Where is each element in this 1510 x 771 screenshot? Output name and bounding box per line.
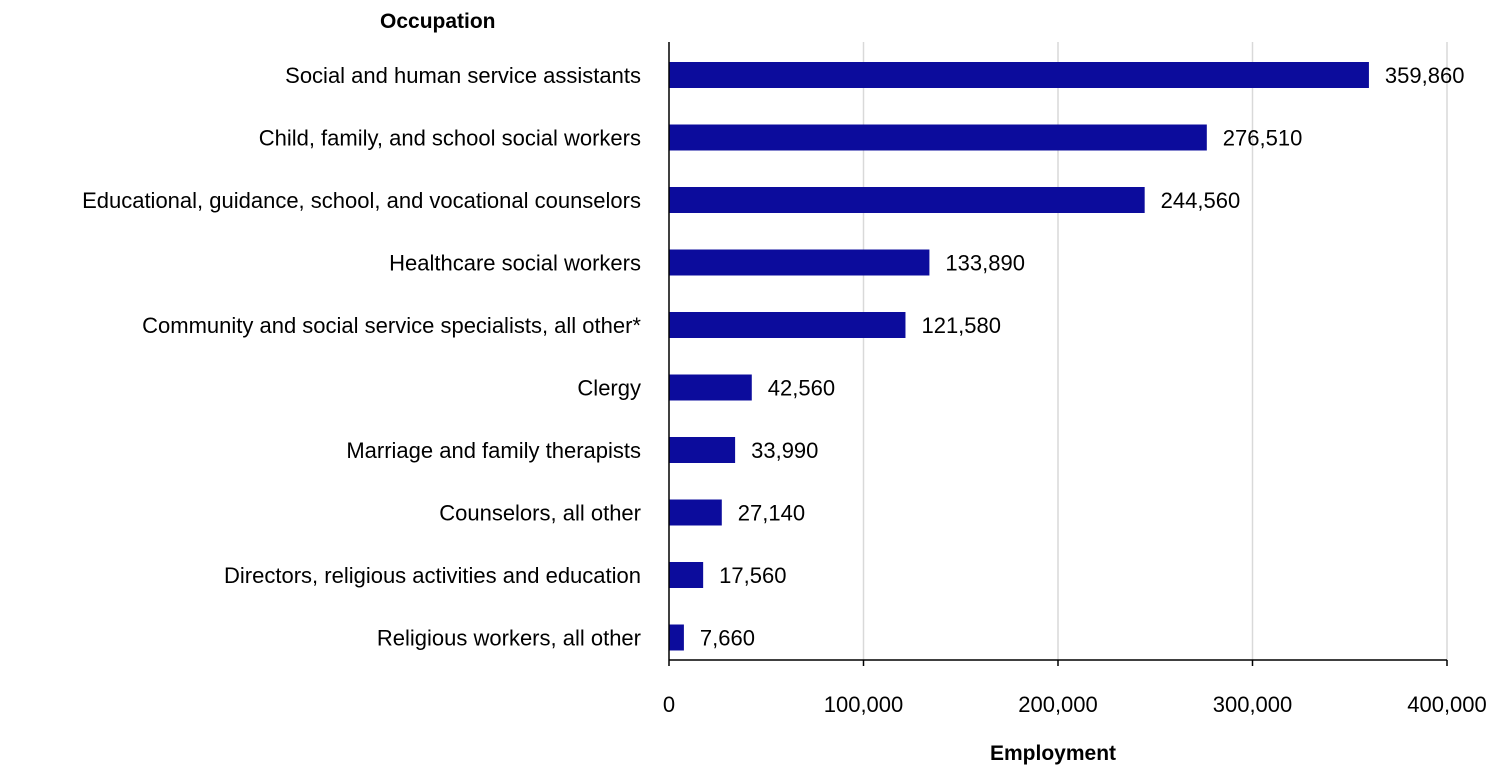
data-label: 7,660 bbox=[700, 626, 755, 651]
category-label: Marriage and family therapists bbox=[346, 438, 641, 463]
data-label: 27,140 bbox=[738, 501, 805, 526]
category-label: Healthcare social workers bbox=[389, 251, 641, 276]
category-label: Community and social service specialists… bbox=[142, 313, 641, 338]
category-label: Counselors, all other bbox=[439, 501, 641, 526]
x-tick-label: 100,000 bbox=[824, 692, 904, 717]
data-label: 121,580 bbox=[921, 313, 1001, 338]
bar bbox=[669, 249, 930, 276]
x-tick-label: 400,000 bbox=[1407, 692, 1487, 717]
axes bbox=[668, 42, 1448, 666]
category-label: Clergy bbox=[577, 376, 641, 401]
bar bbox=[669, 187, 1145, 213]
labels: 0 100,000 200,000 300,000 400,000 Social and … bbox=[82, 63, 1487, 717]
category-label: Child, family, and school social workers bbox=[259, 126, 641, 151]
bar bbox=[669, 562, 704, 588]
data-label: 244,560 bbox=[1161, 188, 1241, 213]
category-label: Directors, religious activities and educ… bbox=[224, 563, 641, 588]
bar bbox=[669, 124, 1207, 151]
bars bbox=[669, 62, 1369, 651]
category-label: Educational, guidance, school, and vocat… bbox=[82, 188, 641, 213]
category-label: Religious workers, all other bbox=[377, 626, 641, 651]
x-tick-label: 300,000 bbox=[1213, 692, 1293, 717]
bar bbox=[669, 499, 722, 526]
data-label: 33,990 bbox=[751, 438, 818, 463]
data-label: 17,560 bbox=[719, 563, 786, 588]
x-tick-label: 0 bbox=[663, 692, 675, 717]
data-label: 133,890 bbox=[945, 251, 1025, 276]
bar bbox=[669, 312, 906, 338]
bar bbox=[669, 62, 1369, 88]
data-label: 42,560 bbox=[768, 376, 835, 401]
data-label: 359,860 bbox=[1385, 63, 1465, 88]
data-label: 276,510 bbox=[1223, 126, 1303, 151]
category-label: Social and human service assistants bbox=[285, 63, 641, 88]
bar bbox=[669, 437, 736, 463]
bar bbox=[669, 624, 684, 651]
bar bbox=[669, 374, 752, 401]
x-axis-title: Employment bbox=[990, 742, 1117, 765]
y-axis-title: Occupation bbox=[380, 10, 496, 33]
x-tick-label: 200,000 bbox=[1018, 692, 1098, 717]
